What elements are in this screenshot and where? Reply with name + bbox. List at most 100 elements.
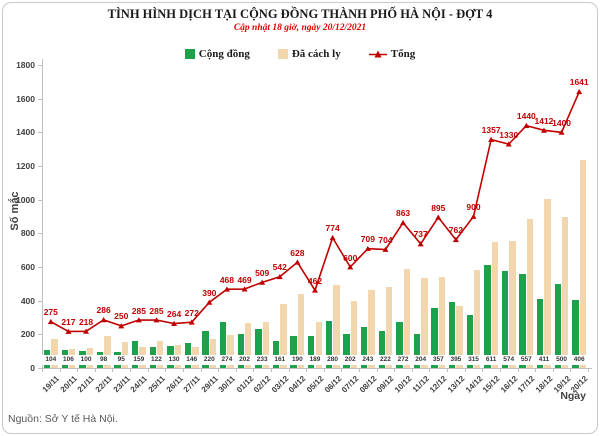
line-value-label: 737 [413,229,428,240]
x-tick [270,369,272,372]
x-tick [200,369,202,372]
bar-cong-dong [237,333,245,368]
x-axis-line [38,368,592,369]
x-tick-label: 04/12 [287,374,308,395]
x-tick-label: 14/12 [463,374,484,395]
line-marker [65,328,72,334]
y-tick-label: 400 [20,295,35,306]
legend-label: Cộng đồng [198,48,250,60]
line-marker [223,286,230,292]
x-tick [394,369,396,372]
bar-value-label: 272 [394,355,412,365]
bar-cong-dong [501,271,509,368]
x-tick-label: 25/11 [146,374,167,395]
line-marker [294,259,301,265]
bar-value-label: 100 [77,355,95,365]
y-tick [38,334,42,336]
x-tick [253,369,255,372]
bar-cong-dong [202,330,209,368]
line-value-label: 762 [448,225,463,236]
line-marker [329,234,336,241]
line-marker [135,317,142,323]
line-value-label: 704 [378,234,393,245]
bar-da-cach-ly [245,323,252,368]
y-tick [38,233,42,235]
x-tick [411,369,413,372]
line-marker [470,213,477,219]
x-tick-label: 01/12 [234,374,255,395]
line-value-label: 542 [272,262,287,273]
line-marker [47,318,54,325]
line-marker [488,136,495,142]
bar-cong-dong [272,340,280,368]
legend-item-cong-dong: Cộng đồng [184,48,250,60]
line-marker [100,317,107,323]
x-tick-label: 22/11 [93,374,115,395]
y-tick [38,267,42,268]
line-marker [259,279,266,285]
x-tick [570,369,572,372]
y-tick [38,98,42,100]
bar-da-cach-ly [350,301,358,368]
line-marker [188,319,195,325]
legend: Cộng đồng Đã cách ly Tổng [0,48,600,60]
bar-value-label: 611 [482,355,500,365]
line-value-label: 462 [307,275,323,286]
x-tick [147,369,149,372]
bar-cong-dong [131,341,139,368]
x-tick [447,369,449,372]
y-tick-label: 600 [20,262,35,272]
line-marker [382,246,389,252]
line-value-label: 600 [343,252,358,263]
legend-item-da-cach-ly: Đã cách ly [277,48,341,60]
bar-da-cach-ly [562,216,569,368]
x-tick-label: 24/11 [129,374,150,395]
line-marker [417,241,424,247]
legend-label: Đã cách ly [291,48,341,60]
x-tick-label: 08/12 [357,374,379,395]
line-marker [576,88,583,95]
line-marker [523,122,530,128]
bar-value-label: 202 [341,355,359,365]
x-tick [517,369,519,372]
bar-value-label: 146 [183,355,201,365]
bar-value-label: 122 [147,355,165,365]
x-tick [42,369,43,372]
bar-da-cach-ly [209,339,217,368]
bar-da-cach-ly [315,322,322,368]
bar-da-cach-ly [491,242,499,368]
x-tick [130,369,132,372]
bar-value-label: 280 [324,355,342,365]
x-tick-label: 23/11 [111,374,132,395]
bar-value-label: 220 [200,355,218,365]
bar-value-label: 202 [236,355,254,365]
bar-value-label: 500 [553,355,571,365]
bar-cong-dong [484,265,491,368]
tan-square-icon [277,49,288,59]
line-value-label: 1641 [569,77,589,88]
y-tick [38,300,42,302]
x-tick [323,369,325,372]
chart-title: TÌNH HÌNH DỊCH TẠI CỘNG ĐỒNG THÀNH PHỐ H… [107,7,493,21]
bar-da-cach-ly [456,306,463,368]
bar-cong-dong [343,333,350,368]
x-tick [59,369,61,372]
bar-value-label: 395 [447,355,465,365]
x-tick [341,369,343,372]
bar-cong-dong [396,322,403,368]
bar-value-label: 222 [376,355,394,365]
x-tick-label: 13/12 [445,374,467,395]
legend-item-tong: Tổng [368,48,415,60]
bar-value-label: 243 [359,355,377,365]
line-value-label: 218 [78,316,94,327]
bar-cong-dong [325,320,333,368]
bar-cong-dong [413,333,421,368]
line-value-label: 863 [395,208,411,219]
bar-da-cach-ly [509,240,516,368]
x-tick [112,369,114,372]
y-tick-label: 0 [30,363,35,373]
bar-value-label: 130 [165,355,183,365]
line-marker [276,273,283,280]
x-tick-label: 09/12 [375,374,396,395]
